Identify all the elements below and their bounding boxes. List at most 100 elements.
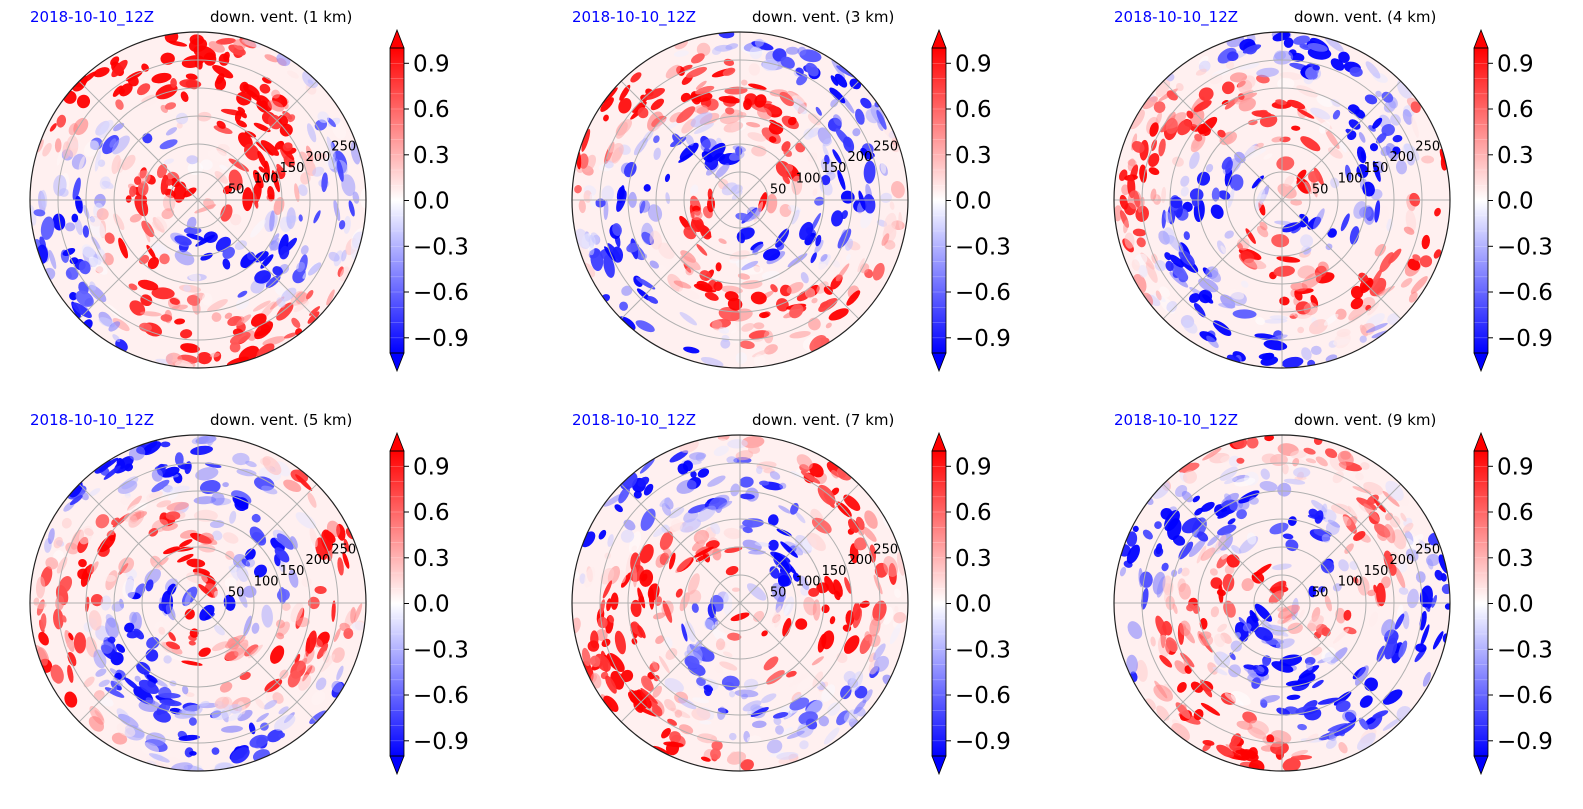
field-blob — [282, 142, 293, 152]
field-blob — [748, 63, 761, 76]
field-blob — [317, 111, 330, 123]
radial-tick-label: 100 — [254, 575, 279, 590]
field-blob — [742, 526, 753, 534]
field-blob — [1359, 695, 1373, 708]
field-blob — [65, 222, 76, 232]
field-blob — [94, 150, 101, 172]
field-blob — [741, 322, 755, 332]
field-blob — [225, 634, 246, 649]
field-blob — [331, 680, 344, 693]
field-blob — [1356, 732, 1376, 751]
field-blob — [201, 292, 213, 306]
field-blob — [111, 135, 130, 155]
field-blob — [653, 117, 669, 131]
field-blob — [1273, 265, 1295, 277]
field-blob — [1310, 345, 1322, 355]
field-blob — [48, 528, 55, 545]
field-blob — [1308, 508, 1319, 518]
field-blob — [129, 213, 142, 223]
field-blob — [1345, 128, 1356, 136]
field-blob — [607, 534, 614, 547]
field-blob — [788, 672, 809, 687]
grid-spoke — [1162, 602, 1283, 723]
colorbar-tick-label: −0.3 — [955, 637, 1011, 663]
field-blob — [1277, 482, 1292, 497]
field-blob — [1214, 534, 1227, 552]
field-blob — [160, 314, 173, 322]
field-blob — [818, 298, 838, 312]
field-blob — [690, 184, 699, 196]
radial-tick-label: 100 — [1338, 172, 1363, 187]
radial-tick-label: 250 — [1415, 139, 1440, 154]
field-blob — [186, 233, 205, 241]
field-blob — [108, 321, 121, 332]
field-blob — [178, 734, 200, 741]
colorbar-tick-label: 0.3 — [955, 546, 992, 572]
colorbar: 0.9 0.6 0.3 0.0 −0.3 −0.6 −0.9 — [931, 28, 1011, 373]
field-blob — [146, 492, 162, 503]
field-blob — [639, 569, 654, 587]
field-blob — [1335, 700, 1351, 712]
grid-spoke — [1162, 80, 1283, 201]
field-blob — [761, 693, 777, 704]
field-blob — [723, 121, 744, 133]
field-blob — [731, 587, 740, 592]
field-blob — [869, 617, 881, 637]
date-label: 2018-10-10_12Z — [572, 411, 697, 429]
field-blob — [752, 243, 764, 253]
field-blob — [1177, 567, 1183, 575]
field-blob — [195, 234, 216, 247]
field-blob — [68, 632, 74, 641]
colorbar: 0.9 0.6 0.3 0.0 −0.3 −0.6 −0.9 — [1473, 431, 1553, 776]
field-blob — [1372, 160, 1381, 182]
field-blob — [812, 188, 818, 197]
field-blob — [151, 72, 172, 84]
field-blob — [680, 92, 691, 103]
field-blob — [219, 164, 229, 171]
field-blob — [1246, 436, 1259, 449]
field-blob — [860, 147, 868, 156]
field-blob — [1347, 505, 1359, 520]
field-blob — [1325, 129, 1340, 149]
field-blob — [677, 463, 689, 475]
field-blob — [1388, 248, 1402, 264]
field-blob — [1177, 119, 1192, 136]
field-blob — [287, 670, 301, 688]
field-blob — [1141, 587, 1149, 610]
field-blob — [155, 216, 168, 230]
field-blob — [212, 530, 223, 541]
field-blob — [1330, 99, 1341, 107]
field-blob — [769, 566, 780, 579]
field-blob — [782, 174, 790, 185]
field-blob — [673, 280, 692, 289]
field-blob — [718, 248, 729, 261]
field-blob — [278, 142, 295, 161]
field-blob — [1379, 252, 1394, 273]
field-blob — [1175, 702, 1191, 719]
field-blob — [221, 725, 243, 733]
field-blob — [203, 198, 215, 210]
field-blob — [1300, 234, 1314, 248]
field-blob — [1236, 720, 1253, 730]
field-blob — [1126, 531, 1138, 547]
field-blob — [767, 514, 779, 526]
field-blob — [1238, 62, 1260, 70]
field-blob — [1216, 744, 1235, 758]
field-blob — [690, 112, 713, 128]
field-blob — [1217, 623, 1227, 633]
colorbar-extend-min — [389, 755, 405, 776]
field-blob — [1422, 671, 1431, 687]
field-blob — [658, 264, 667, 273]
field-blob — [753, 354, 766, 368]
field-blob — [1127, 621, 1143, 639]
colorbar-tick-label: 0.3 — [1497, 143, 1534, 169]
field-blob — [1286, 694, 1301, 700]
colorbar-extend-min — [931, 755, 947, 776]
field-blob — [574, 185, 582, 194]
field-blob — [214, 696, 230, 709]
field-blob — [88, 716, 105, 732]
field-blob — [118, 237, 129, 259]
field-blob — [286, 207, 296, 230]
field-blob — [805, 62, 819, 77]
